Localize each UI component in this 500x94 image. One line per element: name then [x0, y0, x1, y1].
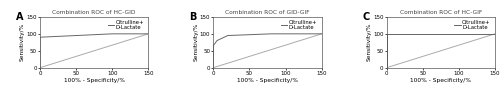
X-axis label: 100% - Specificity/%: 100% - Specificity/% — [64, 78, 124, 83]
Title: Combination ROC of GID-GIF: Combination ROC of GID-GIF — [225, 10, 310, 15]
Text: B: B — [190, 12, 197, 22]
X-axis label: 100% - Specificity/%: 100% - Specificity/% — [237, 78, 298, 83]
Legend: Citrulline+
D-Lactate: Citrulline+ D-Lactate — [108, 20, 144, 30]
Text: A: A — [16, 12, 24, 22]
Title: Combination ROC of HC-GID: Combination ROC of HC-GID — [52, 10, 136, 15]
Title: Combination ROC of HC-GIF: Combination ROC of HC-GIF — [400, 10, 482, 15]
Legend: Citrulline+
D-Lactate: Citrulline+ D-Lactate — [454, 20, 490, 30]
Y-axis label: Sensitivity/%: Sensitivity/% — [193, 23, 198, 61]
X-axis label: 100% - Specificity/%: 100% - Specificity/% — [410, 78, 472, 83]
Y-axis label: Sensitivity/%: Sensitivity/% — [366, 23, 372, 61]
Text: C: C — [363, 12, 370, 22]
Legend: Citrulline+
D-Lactate: Citrulline+ D-Lactate — [281, 20, 318, 30]
Y-axis label: Sensitivity/%: Sensitivity/% — [20, 23, 25, 61]
